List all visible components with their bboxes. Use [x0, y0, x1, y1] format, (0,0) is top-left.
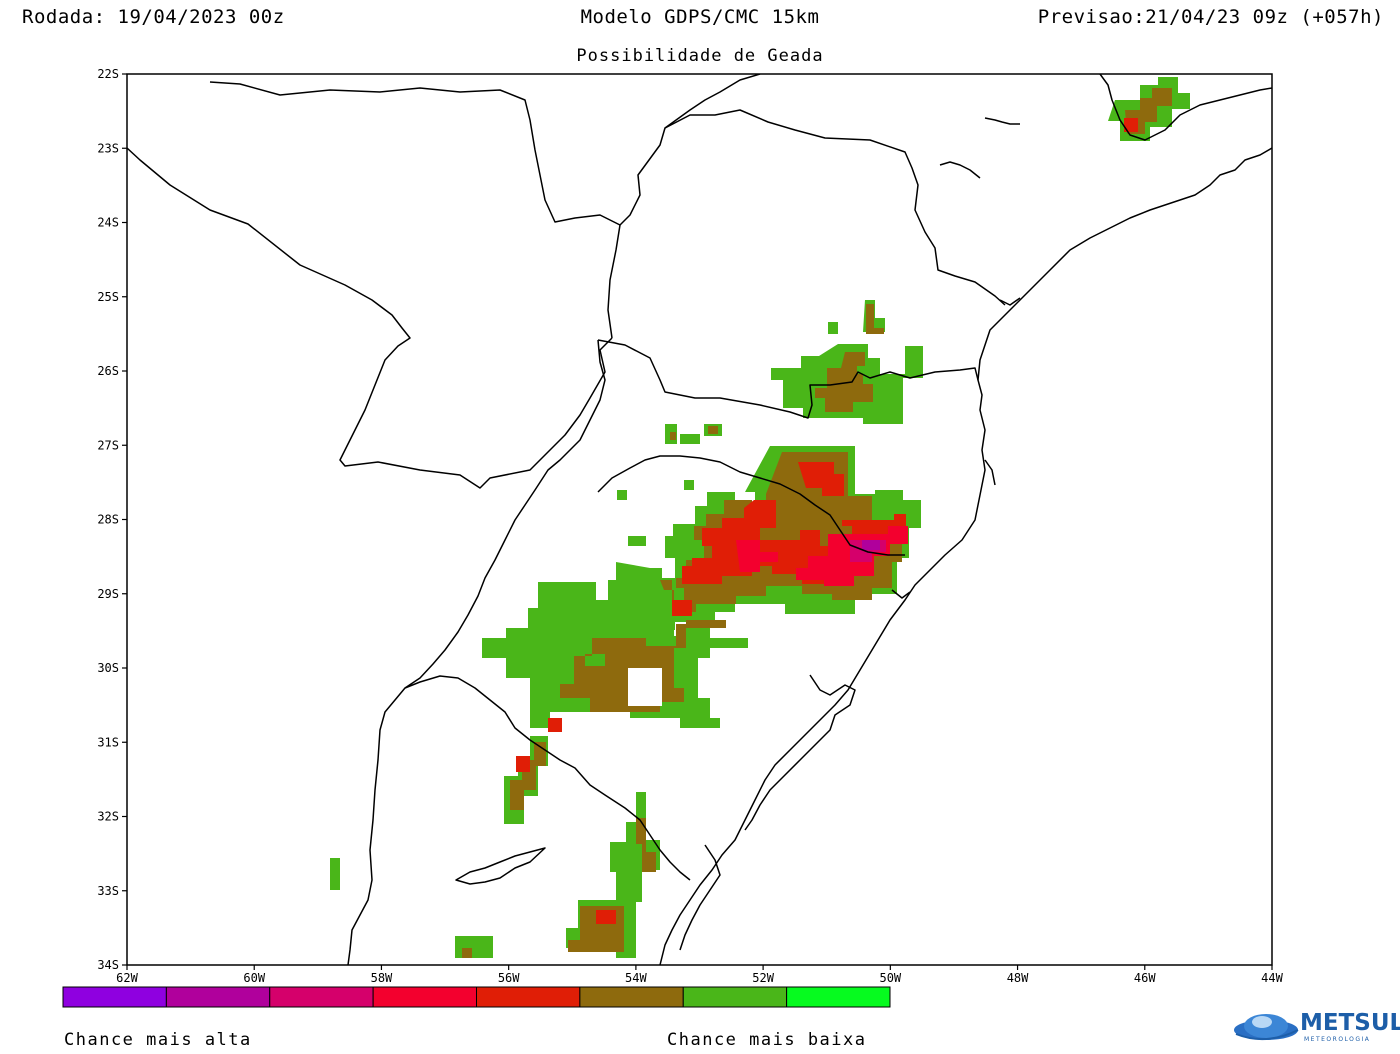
- logo-tagline: METEOROLOGIA: [1304, 1036, 1371, 1043]
- frost-area-paraná-core: [815, 352, 873, 412]
- lon-tick-label: 44W: [1261, 971, 1283, 985]
- lat-tick-label: 34S: [97, 958, 119, 972]
- lat-tick-label: 22S: [97, 67, 119, 81]
- frost-area-south1-high: [516, 756, 530, 772]
- lon-tick-label: 46W: [1134, 971, 1156, 985]
- frost-area-south2-moderate: [636, 818, 656, 872]
- lon-tick-label: 48W: [1007, 971, 1029, 985]
- lon-tick-label: 54W: [625, 971, 647, 985]
- lat-tick-label: 23S: [97, 141, 119, 155]
- lagoon-mirim: [679, 844, 721, 951]
- border-argentina-rs: [347, 339, 606, 965]
- legend-swatch: [682, 986, 788, 1008]
- lat-tick-label: 31S: [97, 735, 119, 749]
- lat-tick-label: 25S: [97, 290, 119, 304]
- lon-tick-label: 50W: [879, 971, 901, 985]
- lat-tick-label: 26S: [97, 364, 119, 378]
- lat-tick-label: 32S: [97, 810, 119, 824]
- lat-tick-label: 27S: [97, 438, 119, 452]
- metsul-logo: METSUL METEOROLOGIA: [1232, 1006, 1400, 1050]
- run-label: Rodada: 19/04/2023 00z: [22, 6, 285, 28]
- lon-tick-label: 62W: [116, 971, 138, 985]
- legend-swatch: [476, 986, 581, 1008]
- border-paraguay-brazil: [619, 109, 1006, 306]
- river-plata: [455, 847, 546, 885]
- lat-tick-label: 29S: [97, 587, 119, 601]
- coastline-atlantic: [659, 147, 1272, 965]
- frost-area-northeast-peak: [1124, 118, 1138, 132]
- border-misiones: [597, 339, 979, 419]
- lon-tick-label: 52W: [752, 971, 774, 985]
- frost-spot-2: [670, 426, 718, 440]
- coast-sp-detail: [939, 117, 1020, 179]
- legend-swatch: [372, 986, 477, 1008]
- legend-colorbar: [62, 986, 891, 1008]
- legend-swatch: [165, 986, 271, 1008]
- lon-tick-label: 56W: [498, 971, 520, 985]
- border-paraguay-chaco: [209, 81, 621, 226]
- map-subtitle: Possibilidade de Geada: [576, 46, 824, 66]
- frost-area-center-moderate: [560, 580, 726, 712]
- legend-swatch: [786, 986, 891, 1008]
- frost-area-south1-moderate: [510, 742, 546, 810]
- frost-area-center-hole: [628, 668, 662, 706]
- lat-tick-label: 30S: [97, 661, 119, 675]
- lat-tick-label: 24S: [97, 216, 119, 230]
- legend-swatch: [62, 986, 167, 1008]
- coast-islands: [891, 297, 1021, 599]
- globe-icon: [1234, 1014, 1299, 1041]
- border-brazil-north: [664, 74, 761, 129]
- frost-spot-3: [617, 480, 694, 546]
- logo-name: METSUL: [1300, 1010, 1400, 1036]
- lat-tick-label: 33S: [97, 884, 119, 898]
- lon-axis: 62W 60W 58W 56W 54W 52W 50W 48W 46W 44W: [116, 965, 1284, 985]
- frost-area-south3-high: [596, 910, 616, 924]
- legend-swatch: [269, 986, 374, 1008]
- frost-area-south2: [610, 792, 660, 902]
- lat-axis: 22S 23S 24S 25S 26S 27S 28S 29S 30S 31S 32S 33S 34S: [97, 67, 127, 972]
- legend-label-high: Chance mais alta: [64, 1030, 252, 1050]
- lat-tick-label: 28S: [97, 513, 119, 527]
- lon-tick-label: 60W: [243, 971, 265, 985]
- frost-area-south3-moderate: [462, 906, 624, 958]
- border-sc-rs: [597, 455, 905, 556]
- border-paraguay-argentina-north: [607, 224, 621, 339]
- model-title: Modelo GDPS/CMC 15km: [580, 6, 820, 28]
- legend-label-low: Chance mais baixa: [667, 1030, 867, 1050]
- frost-area-paraná-spot: [866, 304, 884, 334]
- border-bolivia-paraguay: [127, 147, 613, 489]
- frost-spot-1: [665, 424, 722, 444]
- boundaries: [127, 74, 1272, 965]
- border-uruguay: [404, 675, 691, 881]
- frost-area-center-high: [548, 600, 692, 732]
- frost-field: [330, 77, 1190, 958]
- lon-tick-label: 58W: [371, 971, 393, 985]
- frost-area-main-max: [862, 540, 880, 550]
- lagoon-patos: [744, 674, 856, 831]
- border-mato-grosso: [1099, 74, 1272, 141]
- forecast-label: Previsao:21/04/23 09z (+057h): [1037, 6, 1384, 28]
- legend-swatch: [579, 986, 684, 1008]
